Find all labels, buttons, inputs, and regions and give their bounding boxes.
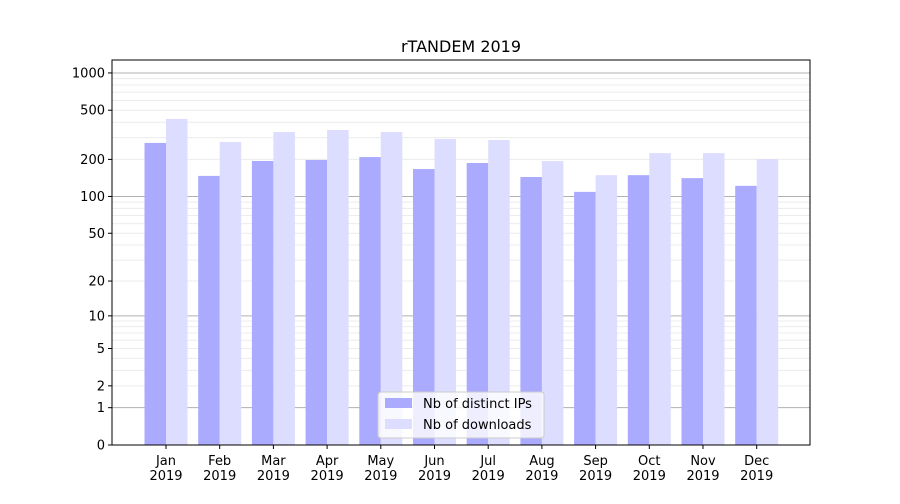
legend-label: Nb of distinct IPs: [423, 397, 532, 412]
bar-downloads: [595, 175, 618, 446]
bar-downloads: [166, 118, 188, 445]
bar-distinct-ips: [305, 159, 328, 446]
bar-distinct-ips: [735, 185, 757, 446]
x-axis: Jan 2019 Feb 2019 Mar 2019 Apr 2019 May 2019 Jun 20…: [149, 445, 773, 484]
x-tick-label: Mar 2019: [257, 454, 290, 484]
x-tick-label: Aug 2019: [525, 454, 558, 484]
y-tick-label: 50: [88, 227, 105, 242]
y-tick-label: 200: [80, 153, 105, 168]
bar-downloads: [649, 153, 671, 445]
bar-downloads: [380, 132, 403, 446]
bar-distinct-ips: [681, 178, 703, 445]
x-tick-label: Jun 2019: [418, 454, 451, 484]
bar-distinct-ips: [359, 157, 381, 445]
x-tick-label: May 2019: [364, 454, 397, 484]
y-tick-label: 1: [97, 401, 105, 416]
x-tick-label: Nov 2019: [686, 454, 719, 484]
y-axis: 0 1 2 5 10 20 50 100 200 500 1000: [72, 66, 112, 454]
chart-title: rTANDEM 2019: [401, 37, 521, 56]
bar-downloads: [327, 129, 349, 445]
x-tick-label: Feb 2019: [203, 454, 236, 484]
bar-distinct-ips: [466, 163, 489, 445]
bar-downloads: [434, 138, 456, 445]
x-tick-label: Oct 2019: [633, 454, 666, 484]
bar-downloads: [273, 132, 295, 446]
x-tick-label: Jul 2019: [472, 454, 505, 484]
legend-swatch: [385, 419, 412, 429]
legend: Nb of distinct IPs Nb of downloads: [377, 391, 545, 439]
bar-downloads: [703, 153, 725, 445]
legend-label: Nb of downloads: [423, 418, 532, 433]
y-tick-label: 10: [88, 309, 105, 324]
bar-distinct-ips: [413, 169, 435, 445]
y-tick-label: 100: [80, 190, 105, 205]
bar-distinct-ips: [520, 176, 542, 446]
x-tick-label: Apr 2019: [311, 454, 344, 484]
bar-downloads: [756, 159, 779, 446]
legend-swatch: [385, 398, 412, 408]
y-tick-label: 1000: [72, 66, 105, 81]
plot-frame: [111, 59, 811, 446]
bar-distinct-ips: [251, 161, 274, 445]
bar-distinct-ips: [627, 175, 650, 446]
legend-box: [377, 391, 545, 439]
bar-distinct-ips: [144, 142, 166, 445]
x-tick-label: Dec 2019: [740, 454, 773, 484]
bar-distinct-ips: [198, 175, 220, 445]
x-tick-label: Sep 2019: [579, 454, 612, 484]
y-tick-label: 20: [88, 275, 105, 290]
x-tick-label: Jan 2019: [149, 454, 182, 484]
bar-downloads: [541, 161, 564, 445]
y-tick-label: 2: [97, 379, 105, 394]
y-tick-label: 0: [97, 439, 105, 454]
bars: [144, 118, 779, 446]
bar-downloads: [219, 141, 242, 445]
bar-distinct-ips: [574, 191, 596, 445]
y-tick-label: 500: [80, 104, 105, 119]
y-tick-label: 5: [97, 342, 105, 357]
bar-downloads: [488, 140, 510, 445]
